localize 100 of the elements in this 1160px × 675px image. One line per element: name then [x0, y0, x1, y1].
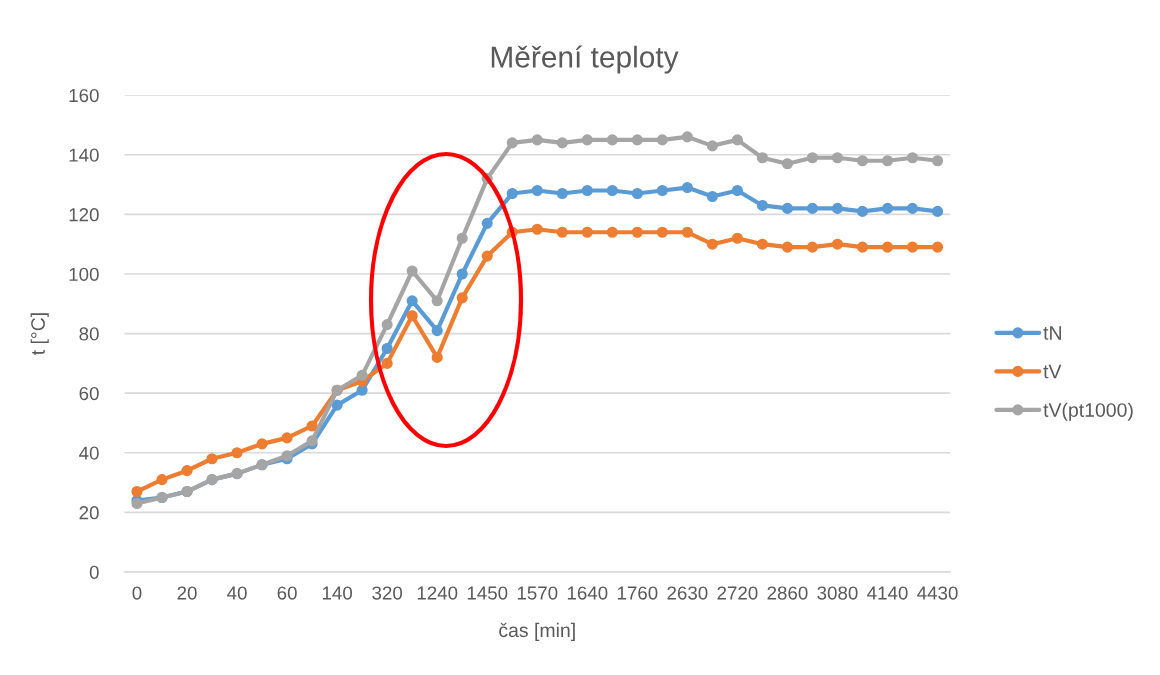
point	[706, 238, 718, 250]
y-tick-label: 160	[69, 88, 99, 103]
x-tick-label: 1760	[617, 586, 658, 600]
y-tick-label: 40	[79, 446, 99, 460]
point	[731, 232, 743, 244]
point	[406, 295, 418, 307]
point	[756, 152, 768, 164]
point	[881, 155, 894, 167]
x-tick-label: 140	[322, 586, 353, 600]
legend-label: tN	[1043, 326, 1061, 340]
point	[731, 134, 743, 146]
point	[781, 241, 793, 253]
x-axis-title: čas [min]	[499, 622, 575, 641]
point	[831, 152, 844, 164]
point	[381, 319, 393, 331]
x-tick-label: 1570	[517, 586, 558, 600]
point	[181, 465, 193, 477]
point	[456, 268, 468, 280]
y-tick-label: 120	[69, 208, 99, 222]
y-tick-label: 0	[89, 565, 99, 579]
point	[606, 134, 618, 146]
point	[356, 369, 368, 381]
x-tick-label: 4140	[867, 586, 908, 600]
point	[606, 184, 618, 197]
point	[531, 134, 543, 146]
point	[856, 155, 869, 167]
y-tick-label: 100	[69, 267, 99, 281]
point	[281, 432, 293, 444]
point	[681, 226, 693, 238]
point	[481, 217, 493, 229]
x-tick-label: 2720	[717, 586, 758, 600]
point	[531, 184, 543, 197]
chart-title: Měření teploty	[491, 45, 679, 74]
point	[706, 190, 718, 203]
point	[681, 131, 693, 143]
point	[256, 438, 268, 450]
point	[781, 202, 793, 214]
point	[856, 241, 869, 253]
x-tick-label: 2860	[767, 586, 808, 600]
point	[906, 241, 919, 253]
point	[931, 241, 944, 253]
point	[556, 187, 568, 200]
x-tick-label: 1240	[417, 586, 458, 600]
x-tick-label: 40	[227, 586, 247, 600]
point	[406, 265, 418, 277]
point	[581, 226, 593, 238]
point	[706, 140, 718, 152]
point	[581, 184, 593, 197]
point	[831, 238, 844, 250]
point	[731, 184, 743, 197]
y-tick-label: 60	[79, 386, 99, 401]
point	[581, 134, 593, 146]
point	[156, 474, 168, 486]
x-tick-label: 60	[277, 586, 297, 600]
point	[506, 187, 518, 200]
point	[681, 182, 693, 194]
point	[806, 152, 819, 164]
point	[606, 226, 618, 238]
point	[131, 485, 143, 498]
point	[631, 134, 643, 146]
point	[406, 310, 418, 322]
point	[831, 202, 844, 214]
point	[931, 205, 944, 217]
x-tick-label: 2630	[667, 586, 708, 600]
legend-label: tV	[1043, 364, 1062, 379]
x-tick-label: 320	[372, 586, 403, 600]
y-axis-title: t [°C]	[30, 313, 49, 355]
point	[756, 199, 768, 211]
point	[456, 232, 468, 244]
point	[481, 250, 493, 262]
x-tick-label: 1640	[567, 586, 608, 600]
x-tick-label: 3080	[817, 586, 858, 600]
y-tick-label: 80	[79, 327, 99, 341]
point	[806, 202, 819, 214]
point	[856, 205, 869, 217]
point	[456, 292, 468, 304]
x-tick-label: 4430	[917, 586, 958, 600]
point	[756, 238, 768, 250]
point	[906, 152, 919, 164]
point	[806, 241, 819, 253]
point	[531, 223, 543, 235]
point	[306, 420, 318, 432]
x-tick-label: 20	[177, 586, 197, 600]
point	[881, 241, 894, 253]
y-tick-label: 20	[79, 506, 99, 520]
point	[506, 137, 518, 149]
x-tick-label: 0	[132, 586, 142, 600]
legend-label: tV(pt1000)	[1043, 402, 1133, 421]
point	[231, 447, 243, 459]
point	[906, 202, 919, 214]
point	[656, 226, 668, 238]
point	[331, 399, 343, 411]
point	[931, 155, 944, 167]
point	[881, 202, 894, 214]
point	[381, 342, 393, 355]
y-tick-label: 140	[69, 148, 99, 162]
point	[431, 351, 443, 363]
point	[206, 453, 218, 465]
point	[656, 184, 668, 197]
point	[556, 137, 568, 149]
